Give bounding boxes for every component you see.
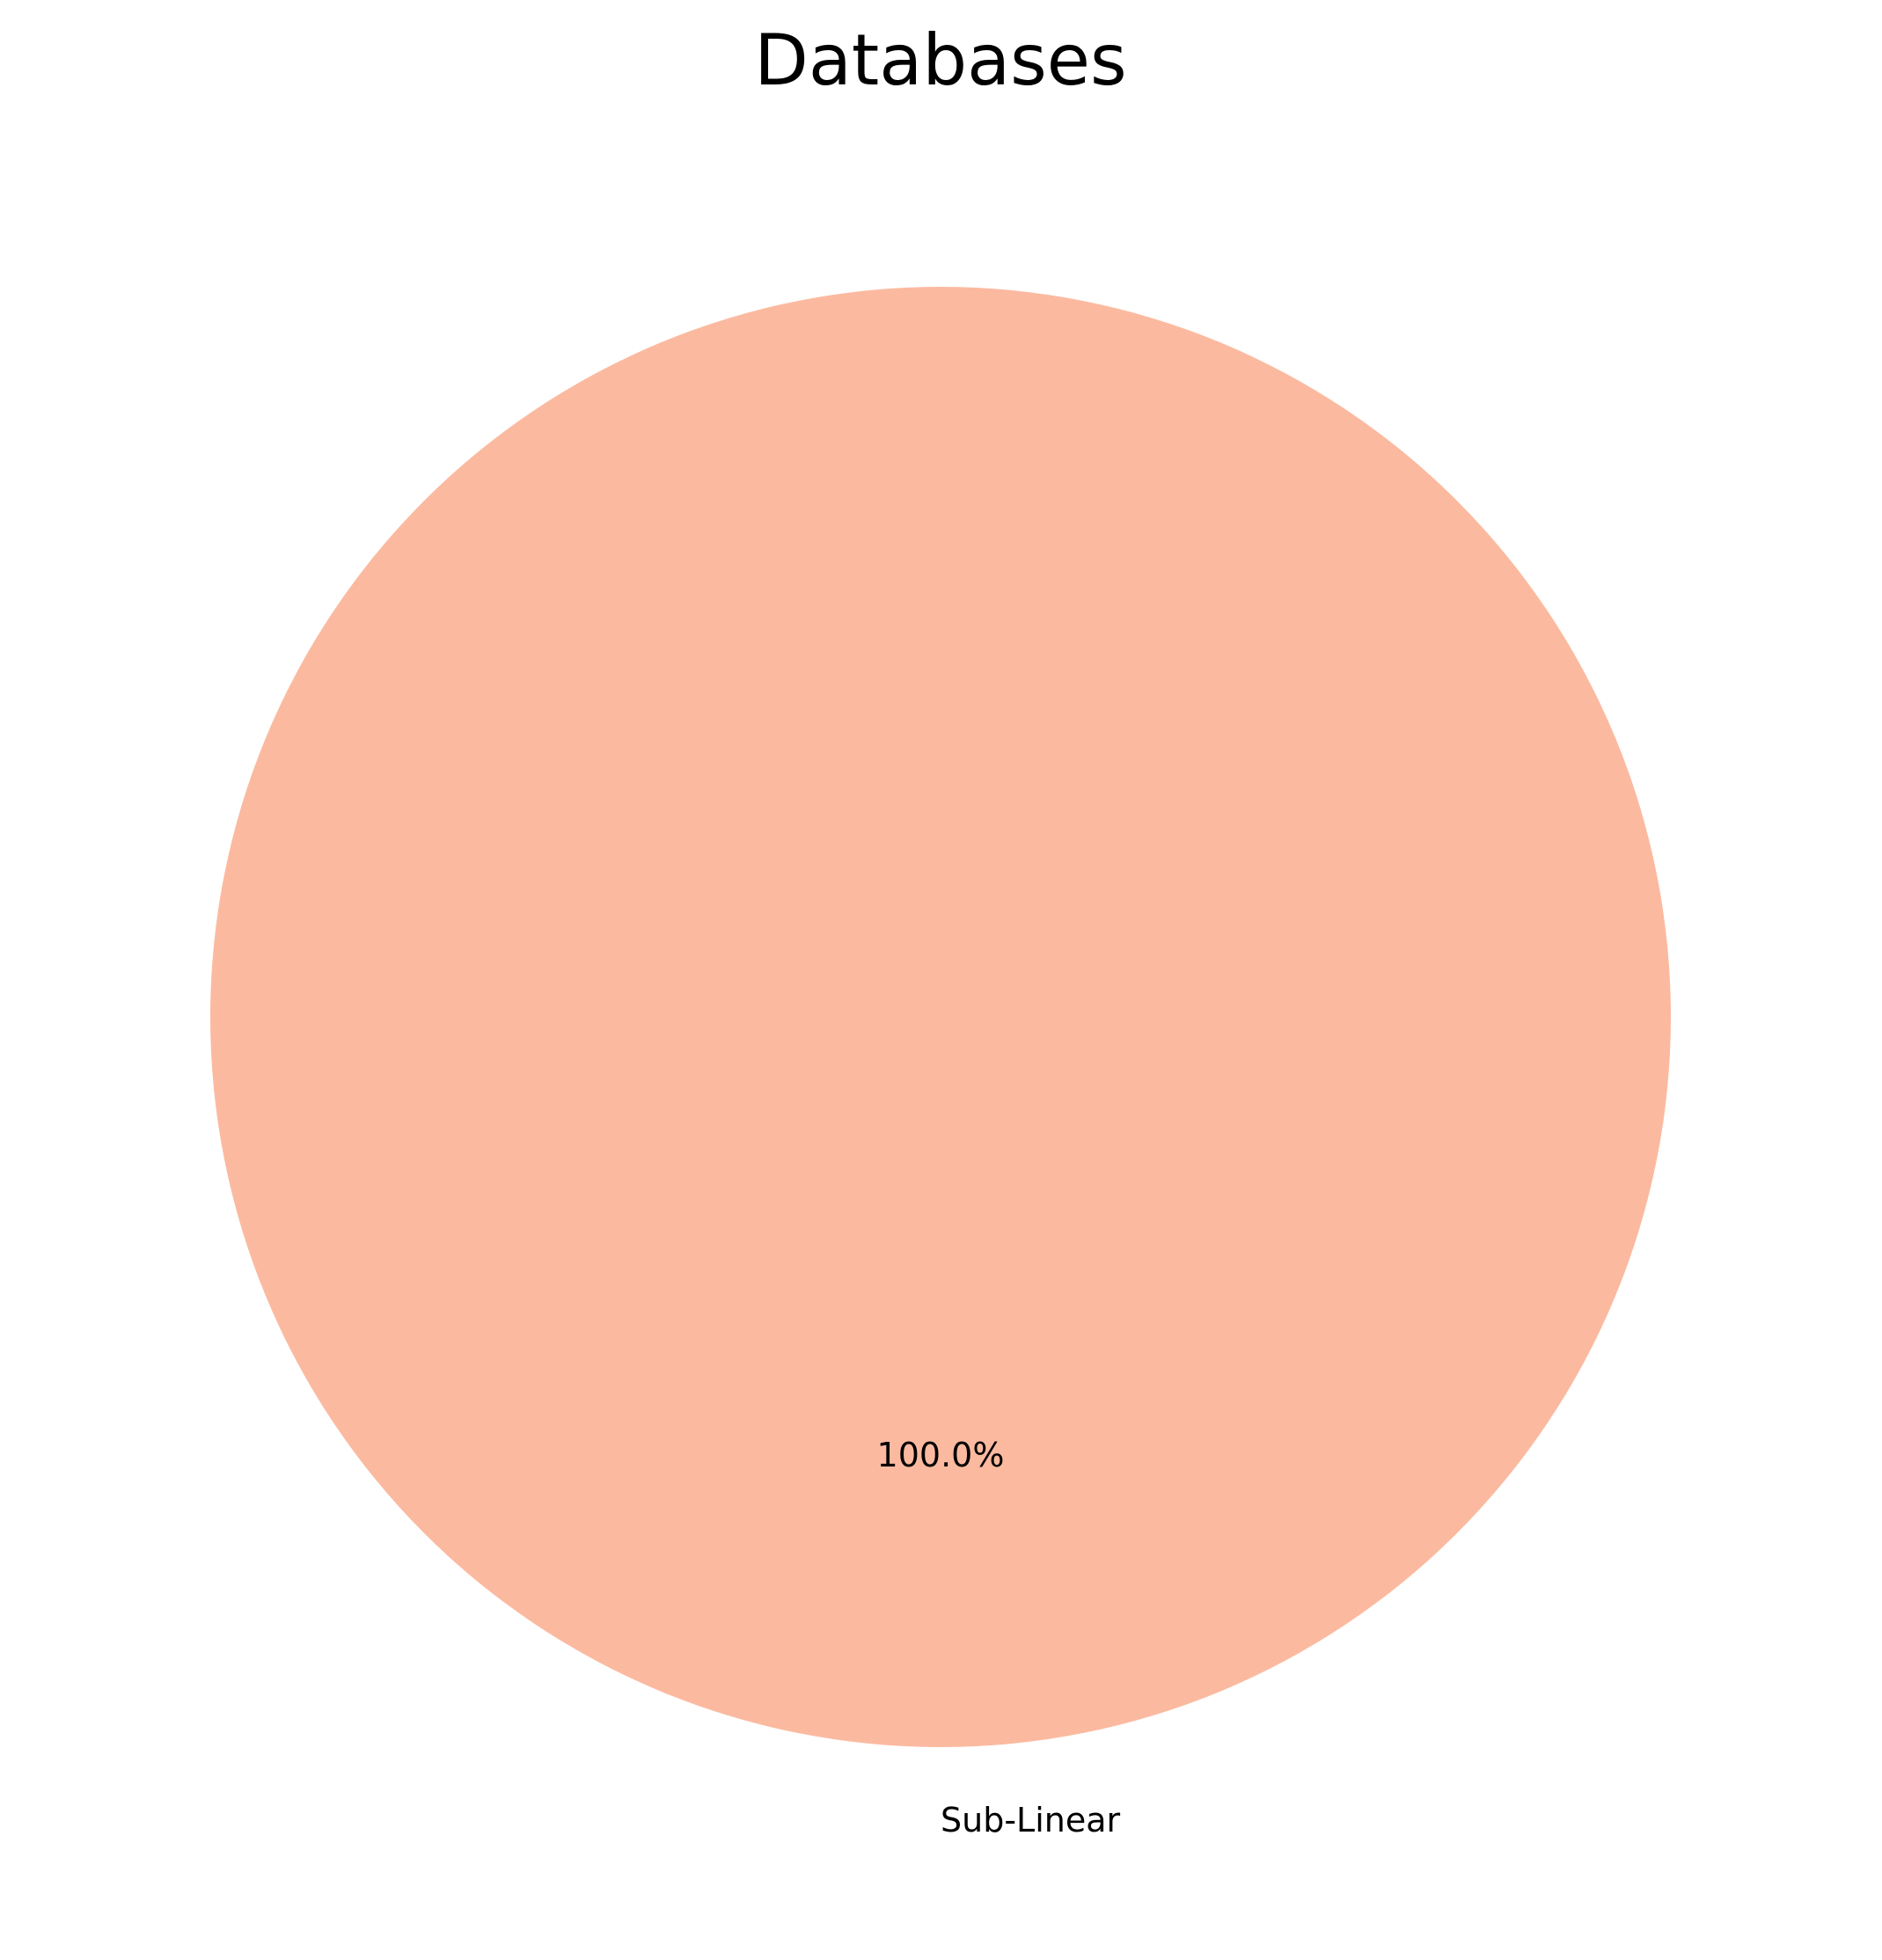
pie-pct-label-0: 100.0% xyxy=(877,1436,1005,1474)
pie-slice-label-0: Sub-Linear xyxy=(941,1801,1121,1839)
pie-slice-0 xyxy=(210,287,1671,1747)
chart-title: Databases xyxy=(754,19,1126,101)
pie-labels: 100.0% Sub-Linear xyxy=(877,1436,1121,1839)
pie-slices xyxy=(210,287,1671,1747)
